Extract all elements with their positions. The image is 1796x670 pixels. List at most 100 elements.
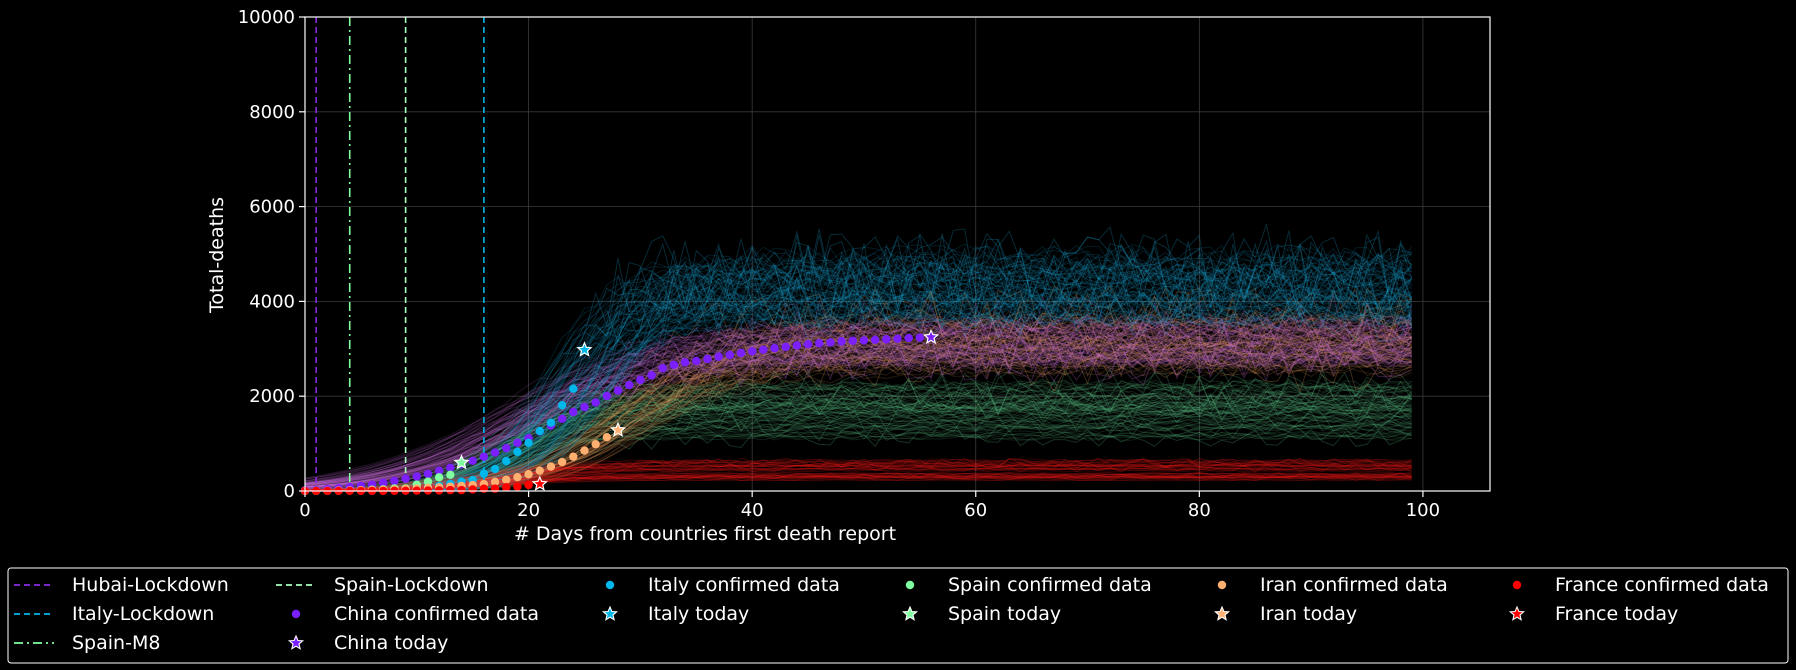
simulation-line (304, 313, 1413, 483)
simulation-line (304, 243, 1412, 491)
simulation-line (304, 397, 1412, 492)
simulation-line (304, 307, 1412, 492)
simulation-line (304, 463, 1412, 491)
simulation-line (304, 467, 1412, 492)
legend-star-swatch (1508, 605, 1526, 621)
data-point (546, 418, 556, 427)
simulation-line (305, 298, 1413, 492)
simulation-line (305, 477, 1412, 492)
simulation-line (305, 308, 1413, 492)
simulation-line (304, 373, 1412, 492)
simulation-line (304, 339, 1412, 488)
simulation-line (304, 313, 1412, 492)
simulation-line (304, 316, 1413, 485)
simulation-line (304, 395, 1412, 491)
legend-label: Italy-Lockdown (72, 603, 214, 625)
data-point (423, 477, 433, 486)
simulation-line (305, 473, 1412, 492)
today-star (531, 475, 548, 491)
simulation-line (304, 250, 1413, 492)
data-point (401, 474, 410, 483)
simulation-line (305, 276, 1413, 492)
simulation-line (304, 463, 1412, 491)
simulation-line (305, 243, 1413, 492)
simulation-line (305, 324, 1412, 492)
simulation-line (304, 245, 1412, 492)
simulation-line (304, 405, 1412, 491)
legend-label: China today (334, 632, 448, 654)
simulation-line (304, 426, 1412, 492)
simulation-line (304, 276, 1412, 492)
simulation-line (304, 367, 1413, 491)
simulation-line (305, 243, 1412, 492)
simulation-line (304, 460, 1412, 491)
simulation-line (305, 301, 1413, 492)
data-point (490, 477, 500, 487)
legend-label: Italy confirmed data (648, 574, 840, 596)
simulation-line (305, 334, 1412, 492)
simulation-line (304, 467, 1412, 492)
simulation-line (304, 475, 1412, 492)
simulation-line (305, 289, 1412, 492)
data-point (725, 350, 735, 360)
simulation-line (304, 313, 1412, 492)
data-point (502, 475, 511, 484)
simulation-line (304, 336, 1412, 492)
simulation-line (304, 402, 1412, 492)
simulation-line (304, 325, 1412, 485)
simulation-line (305, 430, 1412, 492)
simulation-line (304, 432, 1412, 492)
simulation-line (304, 479, 1412, 492)
simulation-line (305, 400, 1412, 492)
simulation-line (305, 294, 1412, 492)
data-point (602, 433, 612, 442)
data-point (479, 484, 489, 493)
simulation-line (304, 336, 1412, 488)
simulation-line (304, 349, 1412, 488)
simulation-line (305, 345, 1412, 492)
simulation-line (304, 222, 1413, 492)
simulation-line (304, 258, 1413, 492)
simulation-line (304, 263, 1412, 492)
simulation-line (305, 353, 1412, 492)
simulation-line (305, 471, 1412, 492)
simulation-line (304, 391, 1412, 492)
data-point (803, 340, 813, 349)
simulation-line (305, 279, 1412, 492)
data-point (502, 456, 511, 466)
simulation-line (305, 381, 1412, 492)
data-point (524, 480, 533, 490)
simulation-line (304, 332, 1413, 488)
simulation-line (304, 402, 1412, 492)
simulation-line (305, 392, 1412, 492)
simulation-line (304, 266, 1412, 492)
simulation-line (305, 412, 1412, 492)
data-point (569, 407, 578, 417)
legend-star-swatch (601, 605, 619, 621)
simulation-line (305, 298, 1413, 492)
simulation-line (305, 263, 1413, 492)
simulation-line (304, 326, 1413, 480)
simulation-line (304, 283, 1412, 492)
simulation-line (304, 356, 1412, 491)
simulation-line (304, 422, 1412, 492)
simulation-line (304, 397, 1412, 492)
simulation-line (305, 336, 1412, 492)
simulation-line (304, 405, 1412, 492)
legend-dot-swatch (1512, 580, 1522, 590)
data-point (882, 335, 891, 344)
data-point (647, 371, 656, 380)
simulation-line (304, 313, 1413, 484)
data-point (703, 354, 712, 364)
legend-label: France confirmed data (1555, 574, 1769, 596)
simulation-line (304, 330, 1413, 488)
simulation-line (304, 462, 1412, 491)
simulation-line (304, 467, 1412, 491)
simulation-line (304, 327, 1412, 480)
data-point (781, 342, 790, 352)
simulation-line (304, 393, 1412, 492)
data-point (759, 345, 768, 354)
simulation-line (304, 300, 1412, 492)
simulation-line (305, 338, 1413, 492)
data-point (446, 485, 455, 495)
